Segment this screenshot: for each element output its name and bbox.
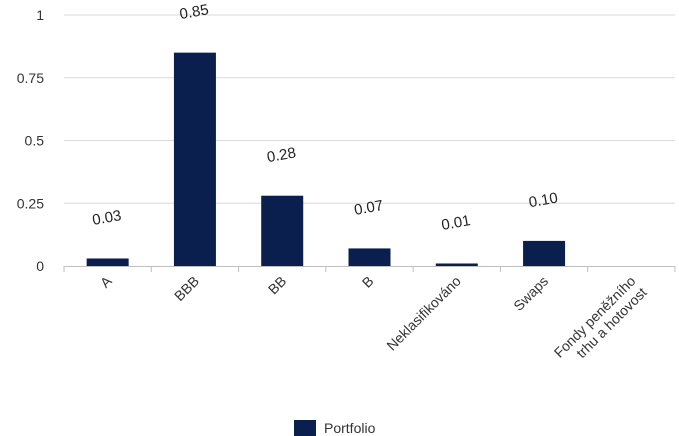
bar-Swaps [523, 240, 566, 266]
category-label: A [97, 272, 115, 290]
legend-label: Portfolio [324, 420, 376, 436]
y-tick-label: 0.75 [17, 70, 44, 86]
category-label: Neklasifikováno [383, 273, 464, 354]
bar-BBB [173, 52, 216, 267]
category-label: Fondy peněžníhotrhu a hotovost [551, 273, 650, 372]
bar-Neklasifikováno [435, 263, 478, 266]
bar-BB [261, 195, 304, 266]
gridlines [64, 14, 675, 204]
category-label: BB [265, 273, 290, 298]
category-labels: A BBB BB B Neklasifikováno Swaps Fondy peněžní… [97, 272, 650, 372]
data-label: 0.10 [527, 190, 559, 212]
bars [86, 52, 566, 267]
y-axis-tick-labels: 0 0.25 0.5 0.75 1 [17, 7, 44, 274]
data-labels: 0.03 0.85 0.28 0.07 0.01 0.10 [91, 1, 559, 234]
y-tick-label: 0.5 [25, 133, 45, 149]
y-tick-label: 0 [36, 258, 44, 274]
bar-B [348, 248, 391, 266]
category-label: BBB [171, 273, 202, 304]
legend: Portfolio [294, 420, 376, 436]
data-label: 0.03 [91, 207, 123, 229]
data-label: 0.28 [266, 144, 298, 166]
x-axis [63, 266, 676, 272]
data-label: 0.85 [178, 1, 210, 23]
data-label: 0.01 [440, 212, 472, 234]
y-tick-label: 1 [36, 7, 44, 23]
y-tick-label: 0.25 [17, 195, 44, 211]
data-label: 0.07 [353, 197, 385, 219]
legend-swatch [294, 420, 316, 436]
category-label: B [359, 273, 377, 291]
bar-A [86, 258, 129, 266]
category-label: Swaps [510, 273, 551, 314]
